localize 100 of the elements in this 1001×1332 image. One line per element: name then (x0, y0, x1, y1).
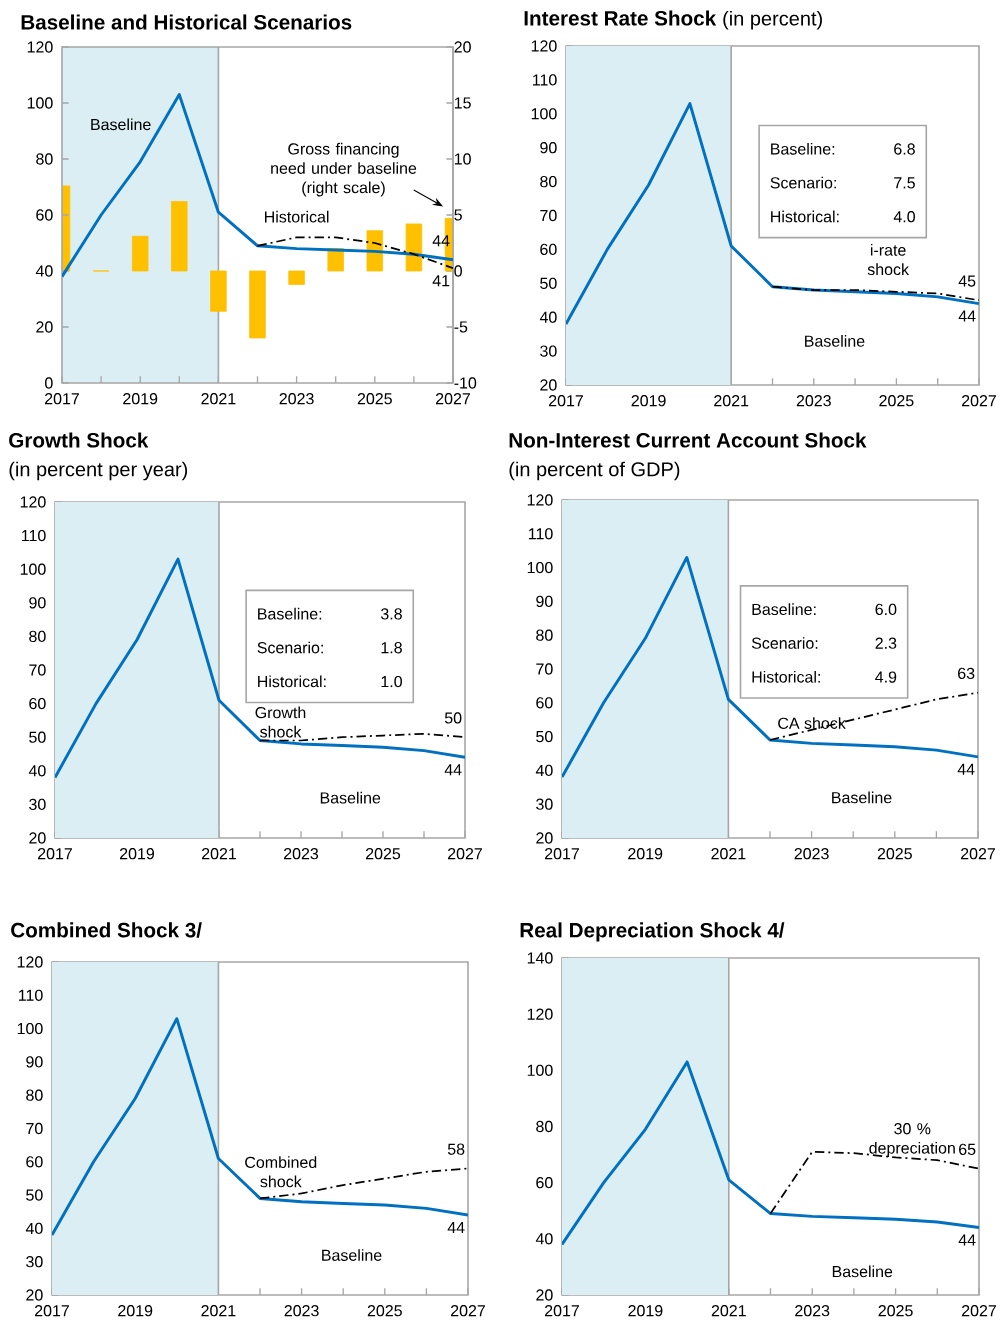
line-series (259, 1167, 468, 1200)
x-tick-label: 2021 (201, 848, 236, 860)
x-tick-label: 2023 (284, 1305, 319, 1317)
y-tick-label: 70 (29, 664, 46, 676)
y-tick-label: 110 (532, 74, 557, 86)
chart-title: Combined Shock 3/ (11, 922, 202, 938)
chart-subtitle: (in percent of GDP) (509, 461, 680, 481)
x-tick-label: 2021 (714, 395, 749, 407)
series-label: CA shock (778, 717, 846, 729)
y-tick-label: 100 (531, 108, 557, 120)
y-tick-label: 60 (536, 1177, 553, 1189)
x-tick-label: 2019 (123, 393, 158, 405)
data-label: 65 (958, 1143, 976, 1156)
y-tick-label: 120 (531, 40, 557, 52)
data-label: 63 (957, 667, 975, 680)
x-tick-label: 2025 (879, 395, 914, 407)
x-tick-label: 2027 (961, 395, 996, 407)
series-label: 30 % depreciation (869, 1123, 955, 1157)
data-label: 45 (958, 275, 976, 287)
x-tick-label: 2019 (118, 1305, 153, 1317)
y2-tick-label: 5 (454, 209, 462, 221)
y-tick-label: 80 (540, 175, 557, 188)
y-tick-label: 30 (25, 1256, 43, 1268)
annotation: 4.9 (875, 671, 897, 683)
x-tick-label: 2023 (796, 395, 831, 407)
y-tick-label: 90 (26, 1056, 43, 1068)
annotation: Historical: (752, 670, 820, 683)
line-series (565, 102, 979, 326)
bar (131, 235, 149, 272)
y-tick-label: 50 (540, 277, 557, 289)
x-tick-label: 2019 (628, 848, 663, 860)
series-label: Baseline (91, 118, 151, 131)
x-tick-label: 2017 (37, 848, 72, 860)
data-label: 58 (447, 1143, 465, 1155)
x-tick-label: 2021 (711, 848, 746, 860)
x-tick-label: 2027 (435, 393, 470, 405)
chart-title: Interest Rate Shock (524, 10, 717, 26)
line-series (256, 236, 453, 270)
y-tick-label: 120 (27, 41, 53, 53)
chart-subtitle: (in percent) (723, 10, 822, 30)
y-tick-label: 30 (539, 345, 557, 357)
line-series (51, 1017, 468, 1237)
y-tick-label: 60 (26, 1156, 43, 1168)
y-tick-label: 40 (25, 1222, 43, 1235)
y-tick-label: 100 (527, 561, 553, 574)
y-tick-label: 40 (28, 765, 46, 777)
x-tick-label: 2019 (119, 848, 154, 860)
bar (249, 270, 266, 339)
x-tick-label: 2017 (44, 393, 79, 405)
y2-tick-label: -10 (454, 377, 477, 389)
annotation: 1.0 (381, 675, 402, 688)
x-tick-label: 2017 (544, 848, 579, 860)
y-tick-label: 20 (29, 832, 46, 844)
annotation: Scenario: (770, 176, 836, 189)
y-tick-label: 90 (536, 595, 553, 608)
y-tick-label: 50 (536, 730, 553, 743)
y-tick-label: 20 (36, 321, 53, 333)
series-label: i-rate shock (867, 244, 909, 276)
data-label: 44 (447, 1222, 465, 1234)
annotation: 4.0 (893, 211, 915, 223)
y-tick-label: 100 (27, 97, 53, 109)
chart-title: Non-Interest Current Account Shock (509, 432, 867, 448)
chart-title: Baseline and Historical Scenarios (21, 14, 352, 30)
y2-tick-label: 0 (454, 265, 462, 277)
series-label: Gross financing need under baseline (right scale) (271, 142, 417, 197)
chart-title: Growth Shock (9, 432, 149, 448)
y-tick-label: 120 (20, 496, 46, 508)
y-tick-label: 120 (527, 1008, 553, 1020)
y-tick-label: 0 (44, 377, 53, 389)
x-tick-label: 2021 (201, 393, 236, 405)
y-tick-label: 80 (36, 153, 53, 165)
y-tick-label: 100 (527, 1064, 553, 1076)
y-tick-label: 70 (536, 663, 553, 675)
y-tick-label: 90 (540, 142, 557, 154)
y-tick-label: 40 (539, 311, 557, 323)
annotation: Historical: (771, 210, 839, 223)
annotation: Baseline: (771, 142, 835, 155)
x-tick-label: 2019 (631, 395, 666, 407)
y-tick-label: 50 (26, 1189, 43, 1201)
x-tick-label: 2027 (960, 848, 995, 860)
annotation: 1.8 (381, 642, 402, 654)
annotation: Historical: (258, 675, 326, 688)
y2-tick-label: 20 (454, 41, 471, 53)
y-tick-label: 110 (18, 989, 43, 1001)
y-tick-label: 70 (26, 1122, 43, 1135)
x-tick-label: 2023 (283, 848, 318, 860)
line-series (561, 1060, 979, 1246)
y-tick-label: 60 (36, 209, 53, 221)
x-tick-label: 2025 (367, 1305, 402, 1317)
chart-title: Real Depreciation Shock 4/ (520, 922, 785, 942)
y2-tick-label: 15 (454, 97, 471, 109)
y-tick-label: 120 (527, 494, 553, 506)
y-tick-label: 120 (17, 956, 43, 968)
bar (405, 223, 423, 272)
x-tick-label: 2021 (711, 1305, 746, 1317)
y-tick-label: 20 (536, 832, 553, 844)
y-tick-label: 100 (20, 563, 46, 575)
y-tick-label: 80 (536, 629, 553, 641)
line-series (561, 555, 978, 779)
y-tick-label: 20 (540, 379, 557, 391)
